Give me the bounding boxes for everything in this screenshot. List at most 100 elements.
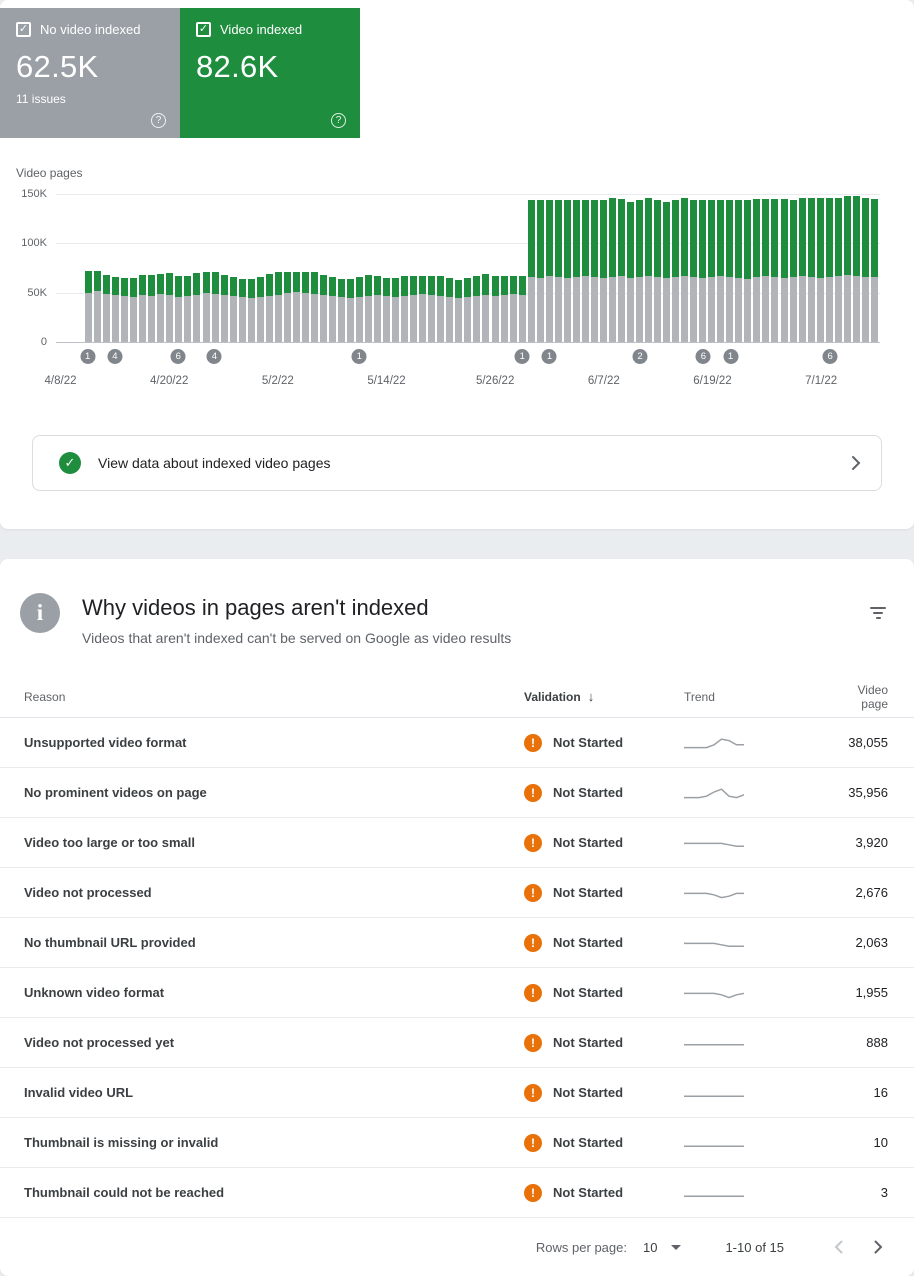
chart-bar[interactable]	[139, 274, 147, 342]
table-row[interactable]: Invalid video URL! Not Started 16	[0, 1068, 914, 1118]
chart-bar[interactable]	[690, 199, 698, 342]
chart-bar[interactable]	[437, 275, 445, 342]
stat-not-indexed[interactable]: ✓ No video indexed 62.5K 11 issues ?	[0, 8, 180, 138]
chart-bar[interactable]	[292, 272, 300, 342]
issue-count-badge[interactable]: 6	[170, 349, 186, 364]
chart-bar[interactable]	[816, 198, 824, 342]
chart-bar[interactable]	[130, 277, 138, 342]
chart-bar[interactable]	[554, 199, 562, 342]
stat-indexed[interactable]: ✓ Video indexed 82.6K ?	[180, 8, 360, 138]
issue-count-badge[interactable]: 1	[723, 349, 739, 364]
chart-bar[interactable]	[852, 196, 860, 342]
next-page-button[interactable]	[864, 1233, 892, 1261]
table-row[interactable]: No thumbnail URL provided! Not Started 2,0…	[0, 918, 914, 968]
chart-bar[interactable]	[834, 198, 842, 342]
chart-bar[interactable]	[681, 198, 689, 342]
chart-bar[interactable]	[500, 275, 508, 342]
indexed-checkbox[interactable]: ✓	[196, 22, 211, 37]
chart-bar[interactable]	[356, 276, 364, 342]
chart-bar[interactable]	[265, 273, 273, 342]
chart-bar[interactable]	[780, 199, 788, 342]
chart-bar[interactable]	[798, 198, 806, 342]
chart-bar[interactable]	[103, 275, 111, 342]
chart-bar[interactable]	[771, 199, 779, 342]
chart-bar[interactable]	[545, 199, 553, 342]
chart-bar[interactable]	[446, 277, 454, 342]
issue-count-badge[interactable]: 1	[80, 349, 96, 364]
chart-bar[interactable]	[699, 200, 707, 342]
chart-bar[interactable]	[645, 198, 653, 342]
table-row[interactable]: Video not processed yet! Not Started 888	[0, 1018, 914, 1068]
chart-bar[interactable]	[328, 276, 336, 342]
chart-bar[interactable]	[870, 199, 878, 342]
issue-count-badge[interactable]: 4	[107, 349, 123, 364]
chart-bar[interactable]	[374, 275, 382, 342]
chart-bar[interactable]	[157, 274, 165, 342]
chart-bar[interactable]	[319, 274, 327, 342]
chart-bar[interactable]	[238, 278, 246, 342]
chart-bar[interactable]	[708, 199, 716, 342]
previous-page-button[interactable]	[824, 1233, 852, 1261]
chart-bar[interactable]	[807, 198, 815, 342]
chart-bar[interactable]	[283, 272, 291, 342]
chart-bar[interactable]	[229, 276, 237, 342]
table-row[interactable]: Video not processed! Not Started 2,676	[0, 868, 914, 918]
chart-bar[interactable]	[365, 274, 373, 342]
chart-bar[interactable]	[572, 199, 580, 342]
chart-bar[interactable]	[166, 272, 174, 342]
chart-bar[interactable]	[672, 199, 680, 342]
issue-count-badge[interactable]: 4	[206, 349, 222, 364]
chart-bar[interactable]	[717, 199, 725, 342]
chart-bar[interactable]	[843, 196, 851, 342]
chart-bar[interactable]	[491, 275, 499, 342]
chart-bar[interactable]	[301, 272, 309, 342]
chart-bar[interactable]	[473, 275, 481, 342]
table-row[interactable]: Thumbnail could not be reached! Not Start…	[0, 1168, 914, 1218]
chart-bar[interactable]	[202, 272, 210, 342]
chart-bar[interactable]	[85, 271, 93, 342]
column-header-video-page[interactable]: Video page	[857, 682, 888, 711]
chart-bar[interactable]	[148, 274, 156, 342]
table-row[interactable]: Video too large or too small! Not Started…	[0, 818, 914, 868]
chart-bar[interactable]	[94, 271, 102, 342]
chart-bar[interactable]	[193, 272, 201, 342]
chart-bar[interactable]	[383, 277, 391, 342]
chart-bar[interactable]	[274, 271, 282, 342]
chart-bar[interactable]	[337, 278, 345, 342]
chart-bar[interactable]	[220, 274, 228, 342]
chart-bar[interactable]	[184, 275, 192, 342]
issue-count-badge[interactable]: 6	[695, 349, 711, 364]
rows-per-page-select[interactable]: 10	[643, 1240, 682, 1255]
help-icon[interactable]: ?	[331, 113, 346, 128]
chart-bar[interactable]	[726, 199, 734, 342]
chart-bar[interactable]	[392, 277, 400, 342]
chart-bar[interactable]	[419, 275, 427, 342]
chart-bar[interactable]	[527, 199, 535, 342]
view-data-link[interactable]: ✓ View data about indexed video pages	[32, 435, 882, 491]
issue-count-badge[interactable]: 1	[351, 349, 367, 364]
issue-count-badge[interactable]: 1	[541, 349, 557, 364]
chart-bar[interactable]	[608, 198, 616, 342]
chart-bar[interactable]	[310, 272, 318, 342]
chart-bar[interactable]	[563, 200, 571, 342]
chart-bar[interactable]	[861, 198, 869, 342]
chart-bar[interactable]	[428, 275, 436, 342]
column-header-reason[interactable]: Reason	[24, 689, 66, 704]
filter-icon[interactable]	[866, 601, 890, 625]
chart-bar[interactable]	[509, 275, 517, 342]
chart-bar[interactable]	[121, 277, 129, 342]
table-row[interactable]: Unknown video format! Not Started 1,955	[0, 968, 914, 1018]
chart-bar[interactable]	[789, 199, 797, 342]
chart-bar[interactable]	[590, 199, 598, 342]
table-row[interactable]: Unsupported video format! Not Started 38,0…	[0, 718, 914, 768]
chart-bar[interactable]	[518, 275, 526, 342]
chart-bar[interactable]	[347, 278, 354, 342]
chart-bar[interactable]	[636, 199, 643, 342]
chart-bar[interactable]	[410, 275, 418, 342]
chart-bar[interactable]	[663, 201, 671, 342]
table-row[interactable]: Thumbnail is missing or invalid! Not Star…	[0, 1118, 914, 1168]
chart-bar[interactable]	[536, 200, 544, 342]
chart-bar[interactable]	[112, 276, 120, 342]
chart-bar[interactable]	[744, 200, 752, 342]
chart-bar[interactable]	[401, 275, 409, 342]
